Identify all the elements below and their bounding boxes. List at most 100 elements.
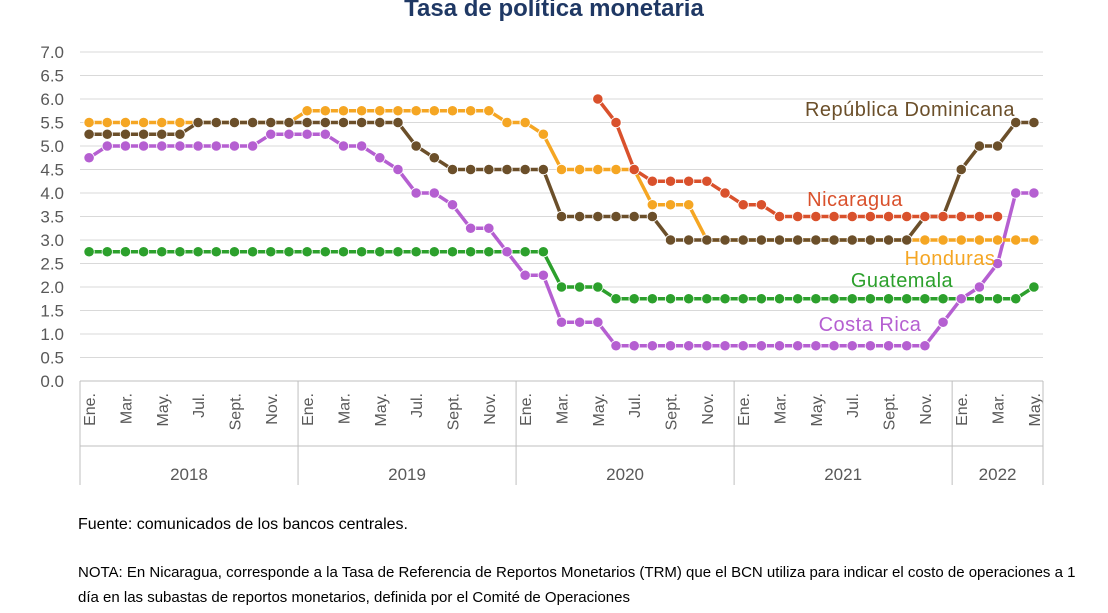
data-point: [882, 293, 895, 305]
data-point: [374, 105, 386, 117]
data-point: [955, 293, 967, 305]
data-point: [319, 116, 331, 129]
data-point: [265, 116, 277, 129]
y-tick-label: 3.5: [40, 208, 64, 227]
data-point: [991, 234, 1004, 246]
data-point: [828, 234, 840, 246]
data-point: [428, 187, 440, 199]
y-axis-ticks: 0.0 0.5 1.0 1.5 2.0 2.5 3.0 3.5 4.0 4.5 5.0 5.5 6.0 6…: [40, 43, 64, 391]
data-point: [410, 246, 422, 258]
data-point: [247, 116, 259, 129]
data-point: [882, 210, 895, 223]
data-point: [555, 281, 568, 293]
data-point: [319, 105, 331, 117]
x-tick-label: Sept.: [227, 393, 244, 430]
data-point: [337, 105, 350, 117]
x-tick-label: Ene.: [736, 393, 753, 426]
data-point: [483, 163, 495, 176]
series-labels: Guatemala Costa Rica Honduras República Dom…: [805, 99, 1015, 336]
data-point: [374, 116, 386, 129]
data-point: [664, 234, 677, 246]
series-rep-blica-dominicana: [83, 116, 1040, 246]
data-point: [574, 281, 586, 293]
data-point: [810, 234, 822, 246]
data-point: [137, 140, 150, 152]
data-point: [210, 246, 222, 258]
data-point: [156, 116, 168, 129]
data-point: [356, 116, 368, 129]
data-point: [301, 128, 313, 140]
data-point: [356, 246, 368, 258]
data-point: [610, 293, 622, 305]
data-point: [265, 246, 277, 258]
data-point: [919, 340, 931, 352]
series-lines: [83, 93, 1040, 352]
data-point: [356, 140, 368, 152]
data-point: [973, 234, 986, 246]
data-point: [392, 105, 404, 117]
data-point: [555, 163, 568, 176]
data-point: [483, 105, 495, 117]
data-point: [919, 293, 931, 305]
data-point: [446, 246, 459, 258]
data-point: [773, 340, 786, 352]
data-point: [319, 246, 331, 258]
data-point: [410, 187, 422, 199]
data-point: [228, 246, 241, 258]
x-tick-label: Sept.: [445, 393, 462, 430]
data-point: [828, 340, 840, 352]
data-point: [937, 293, 949, 305]
data-point: [955, 210, 967, 223]
data-point: [955, 163, 967, 176]
data-point: [973, 210, 986, 223]
data-point: [210, 116, 222, 129]
x-tick-label: Mar.: [336, 393, 353, 424]
data-point: [664, 340, 677, 352]
data-point: [337, 246, 350, 258]
data-point: [1028, 187, 1040, 199]
data-point: [174, 246, 186, 258]
data-point: [991, 210, 1004, 223]
data-point: [483, 222, 495, 234]
data-point: [864, 340, 876, 352]
data-point: [337, 140, 350, 152]
data-point: [773, 293, 786, 305]
data-point: [446, 105, 459, 117]
y-tick-label: 2.5: [40, 255, 64, 274]
data-point: [519, 269, 531, 281]
data-point: [792, 210, 804, 223]
data-point: [683, 199, 695, 211]
data-point: [537, 246, 549, 258]
data-point: [119, 140, 132, 152]
data-point: [101, 246, 113, 258]
data-point: [937, 234, 949, 246]
data-point: [592, 316, 604, 328]
chart-title: Tasa de política monetaria: [404, 0, 704, 22]
data-point: [628, 293, 640, 305]
data-point: [301, 116, 313, 129]
data-point: [83, 152, 95, 164]
data-point: [919, 234, 931, 246]
data-point: [792, 234, 804, 246]
data-point: [465, 105, 477, 117]
x-tick-label: May.: [1027, 393, 1044, 426]
data-point: [555, 210, 568, 223]
series-nicaragua: [592, 93, 1004, 223]
data-point: [465, 222, 477, 234]
data-point: [428, 152, 440, 164]
y-tick-label: 6.0: [40, 90, 64, 109]
x-tick-label: Mar.: [991, 393, 1008, 424]
data-point: [428, 246, 440, 258]
data-point: [410, 140, 422, 152]
data-point: [719, 340, 731, 352]
data-point: [683, 340, 695, 352]
data-point: [664, 175, 677, 187]
data-point: [501, 163, 513, 176]
data-point: [846, 340, 858, 352]
data-point: [156, 128, 168, 140]
data-point: [683, 234, 695, 246]
data-point: [882, 340, 895, 352]
data-point: [83, 246, 95, 258]
data-point: [537, 128, 549, 140]
x-tick-label: Mar.: [118, 393, 135, 424]
